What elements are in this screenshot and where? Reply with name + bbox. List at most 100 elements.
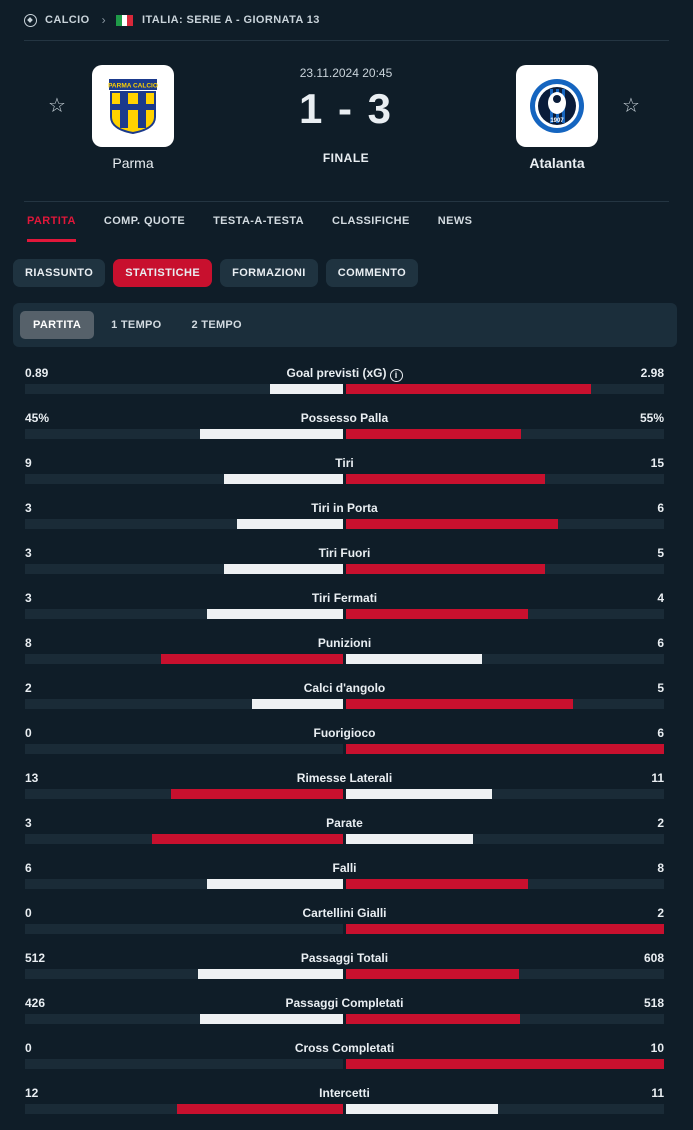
stat-away-value: 4 bbox=[657, 591, 664, 605]
breadcrumb-sport[interactable]: CALCIO bbox=[45, 14, 90, 26]
tab-partita[interactable]: PARTITA bbox=[27, 210, 76, 242]
tab-classifiche[interactable]: CLASSIFICHE bbox=[332, 215, 410, 227]
stat-label: Possesso Palla bbox=[185, 411, 504, 425]
stat-row: 0.89 Goal previsti (xG) i 2.98 bbox=[25, 366, 664, 411]
favorite-star-icon[interactable]: ☆ bbox=[48, 95, 66, 117]
stat-row: 3 Tiri in Porta 6 bbox=[25, 501, 664, 546]
favorite-star-icon[interactable]: ☆ bbox=[622, 95, 640, 117]
stat-away-value: 11 bbox=[651, 1086, 664, 1100]
stat-label-text: Intercetti bbox=[319, 1086, 370, 1100]
stat-home-value: 2 bbox=[25, 681, 32, 695]
stat-home-bar bbox=[161, 654, 343, 664]
subtab-riassunto[interactable]: RIASSUNTO bbox=[13, 259, 106, 287]
stat-away-bar bbox=[346, 879, 528, 889]
stat-home-track bbox=[25, 969, 343, 979]
stat-home-track bbox=[25, 699, 343, 709]
stat-label-text: Rimesse Laterali bbox=[296, 771, 393, 785]
stat-home-track bbox=[25, 1059, 343, 1069]
stat-label-text: Parate bbox=[326, 816, 363, 830]
divider bbox=[24, 201, 669, 202]
stat-row: 3 Parate 2 bbox=[25, 816, 664, 861]
stat-away-value: 518 bbox=[643, 996, 664, 1010]
stat-label: Tiri Fuori bbox=[185, 546, 504, 560]
stat-label: Tiri bbox=[185, 456, 504, 470]
period-2-tempo[interactable]: 2 TEMPO bbox=[191, 319, 242, 331]
stat-home-value: 3 bbox=[25, 546, 32, 560]
stat-home-value: 3 bbox=[25, 501, 32, 515]
stat-label-text: Passaggi Completati bbox=[285, 996, 404, 1010]
home-team-name[interactable]: Parma bbox=[112, 155, 154, 171]
stat-home-track bbox=[25, 519, 343, 529]
stat-row: 0 Cross Completati 10 bbox=[25, 1041, 664, 1086]
stat-home-value: 0 bbox=[25, 1041, 32, 1055]
stat-away-value: 8 bbox=[657, 861, 664, 875]
stat-home-value: 13 bbox=[25, 771, 39, 785]
stat-away-track bbox=[346, 924, 664, 934]
stat-row: 426 Passaggi Completati 518 bbox=[25, 996, 664, 1041]
stat-row: 3 Tiri Fuori 5 bbox=[25, 546, 664, 591]
stat-away-value: 6 bbox=[657, 726, 664, 740]
stat-row: 13 Rimesse Laterali 11 bbox=[25, 771, 664, 816]
stat-label: Calci d'angolo bbox=[185, 681, 504, 695]
stat-away-value: 5 bbox=[657, 681, 664, 695]
stat-row: 3 Tiri Fermati 4 bbox=[25, 591, 664, 636]
stat-home-value: 12 bbox=[25, 1086, 39, 1100]
stat-away-bar bbox=[346, 834, 474, 844]
stat-away-track bbox=[346, 1059, 664, 1069]
period-partita[interactable]: PARTITA bbox=[20, 311, 95, 339]
subtab-commento[interactable]: COMMENTO bbox=[325, 259, 419, 287]
stat-home-bar bbox=[170, 789, 343, 799]
stat-home-value: 8 bbox=[25, 636, 32, 650]
atalanta-crest-icon: 1907 bbox=[530, 79, 584, 133]
stat-away-bar bbox=[346, 969, 519, 979]
stat-home-track bbox=[25, 1104, 343, 1114]
stat-home-value: 3 bbox=[25, 591, 32, 605]
stat-label-text: Calci d'angolo bbox=[303, 681, 386, 695]
stat-home-bar bbox=[237, 519, 343, 529]
stat-away-value: 2 bbox=[657, 816, 664, 830]
stat-away-track bbox=[346, 429, 664, 439]
stat-home-bar bbox=[223, 474, 343, 484]
breadcrumb: CALCIO › ITALIA: SERIE A - GIORNATA 13 bbox=[0, 0, 693, 40]
stat-label-text: Cartellini Gialli bbox=[302, 906, 387, 920]
stat-home-bar bbox=[152, 834, 343, 844]
stat-label: Intercetti bbox=[185, 1086, 504, 1100]
subtab-statistiche[interactable]: STATISTICHE bbox=[113, 259, 213, 287]
tab-testa-a-testa[interactable]: TESTA-A-TESTA bbox=[213, 215, 305, 227]
stat-row: 12 Intercetti 11 bbox=[25, 1086, 664, 1130]
stat-away-bar bbox=[346, 384, 591, 394]
stat-row: 0 Cartellini Gialli 2 bbox=[25, 906, 664, 951]
stat-label: Tiri in Porta bbox=[185, 501, 504, 515]
stat-away-bar bbox=[346, 564, 545, 574]
breadcrumb-competition[interactable]: ITALIA: SERIE A - GIORNATA 13 bbox=[141, 14, 320, 26]
stat-row: 512 Passaggi Totali 608 bbox=[25, 951, 664, 996]
stat-label-text: Tiri Fermati bbox=[311, 591, 378, 605]
stat-home-value: 0 bbox=[25, 726, 32, 740]
tab-news[interactable]: NEWS bbox=[437, 215, 473, 227]
stat-away-track bbox=[346, 1014, 664, 1024]
stat-label-text: Possesso Palla bbox=[300, 411, 389, 425]
info-icon[interactable]: i bbox=[389, 369, 403, 382]
stat-row: 2 Calci d'angolo 5 bbox=[25, 681, 664, 726]
stat-away-bar bbox=[346, 1059, 664, 1069]
away-team-logo[interactable]: 1907 bbox=[516, 65, 598, 147]
stat-label-text: Cross Completati bbox=[294, 1041, 395, 1055]
stat-away-track bbox=[346, 834, 664, 844]
stat-home-track bbox=[25, 879, 343, 889]
stat-home-track bbox=[25, 474, 343, 484]
subtab-formazioni[interactable]: FORMAZIONI bbox=[220, 259, 318, 287]
main-tabs: PARTITA COMP. QUOTE TESTA-A-TESTA CLASSI… bbox=[27, 210, 500, 242]
stat-home-bar bbox=[223, 564, 343, 574]
italy-flag-icon bbox=[115, 14, 133, 26]
home-team-logo[interactable]: PARMA CALCIO bbox=[92, 65, 174, 147]
stat-row: 8 Punizioni 6 bbox=[25, 636, 664, 681]
match-score: 1 - 3 bbox=[298, 85, 394, 132]
crest-lettering: PARMA CALCIO bbox=[108, 83, 158, 90]
stat-away-bar bbox=[346, 1104, 499, 1114]
period-1-tempo[interactable]: 1 TEMPO bbox=[111, 319, 162, 331]
stat-home-value: 45% bbox=[25, 411, 50, 425]
away-team-name[interactable]: Atalanta bbox=[529, 155, 585, 171]
tab-comp-quote[interactable]: COMP. QUOTE bbox=[103, 215, 186, 227]
stat-label: Cross Completati bbox=[185, 1041, 504, 1055]
stat-away-value: 608 bbox=[643, 951, 664, 965]
